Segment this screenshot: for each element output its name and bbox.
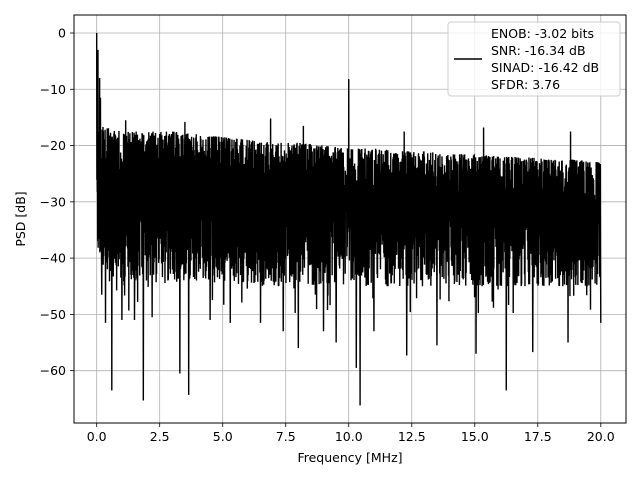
x-tick-label: 17.5: [524, 429, 552, 444]
legend-enob: ENOB: -3.02 bits: [491, 26, 594, 41]
legend-sinad: SINAD: -16.42 dB: [491, 60, 599, 75]
legend-snr: SNR: -16.34 dB: [491, 43, 586, 58]
psd-trace: [95, 33, 602, 406]
x-tick-label: 10.0: [335, 429, 363, 444]
x-tick-label: 0.0: [87, 429, 107, 444]
x-tick-label: 12.5: [398, 429, 426, 444]
x-tick-label: 7.5: [276, 429, 296, 444]
x-tick-label: 5.0: [213, 429, 233, 444]
legend: ENOB: -3.02 bits SNR: -16.34 dB SINAD: -…: [447, 21, 621, 97]
y-tick-label: −20: [40, 138, 66, 153]
plot-frame: [73, 14, 627, 424]
y-axis-ticks: 0 −10 −20 −30 −40 −50 −60: [40, 26, 74, 378]
y-axis-label: PSD [dB]: [13, 191, 28, 246]
y-tick-label: −60: [40, 363, 66, 378]
y-tick-label: 0: [58, 26, 66, 41]
y-tick-label: −10: [40, 82, 66, 97]
legend-box: [447, 21, 621, 97]
x-tick-label: 20.0: [587, 429, 615, 444]
psd-line: [95, 33, 602, 406]
x-axis-ticks: 0.0 2.5 5.0 7.5 10.0 12.5 15.0 17.5 20.0: [87, 423, 615, 444]
y-tick-label: −50: [40, 307, 66, 322]
x-tick-label: 2.5: [150, 429, 170, 444]
x-tick-label: 15.0: [461, 429, 489, 444]
y-tick-label: −30: [40, 194, 66, 209]
y-tick-label: −40: [40, 251, 66, 266]
legend-sfdr: SFDR: 3.76: [491, 77, 560, 92]
x-axis-label: Frequency [MHz]: [297, 450, 402, 465]
